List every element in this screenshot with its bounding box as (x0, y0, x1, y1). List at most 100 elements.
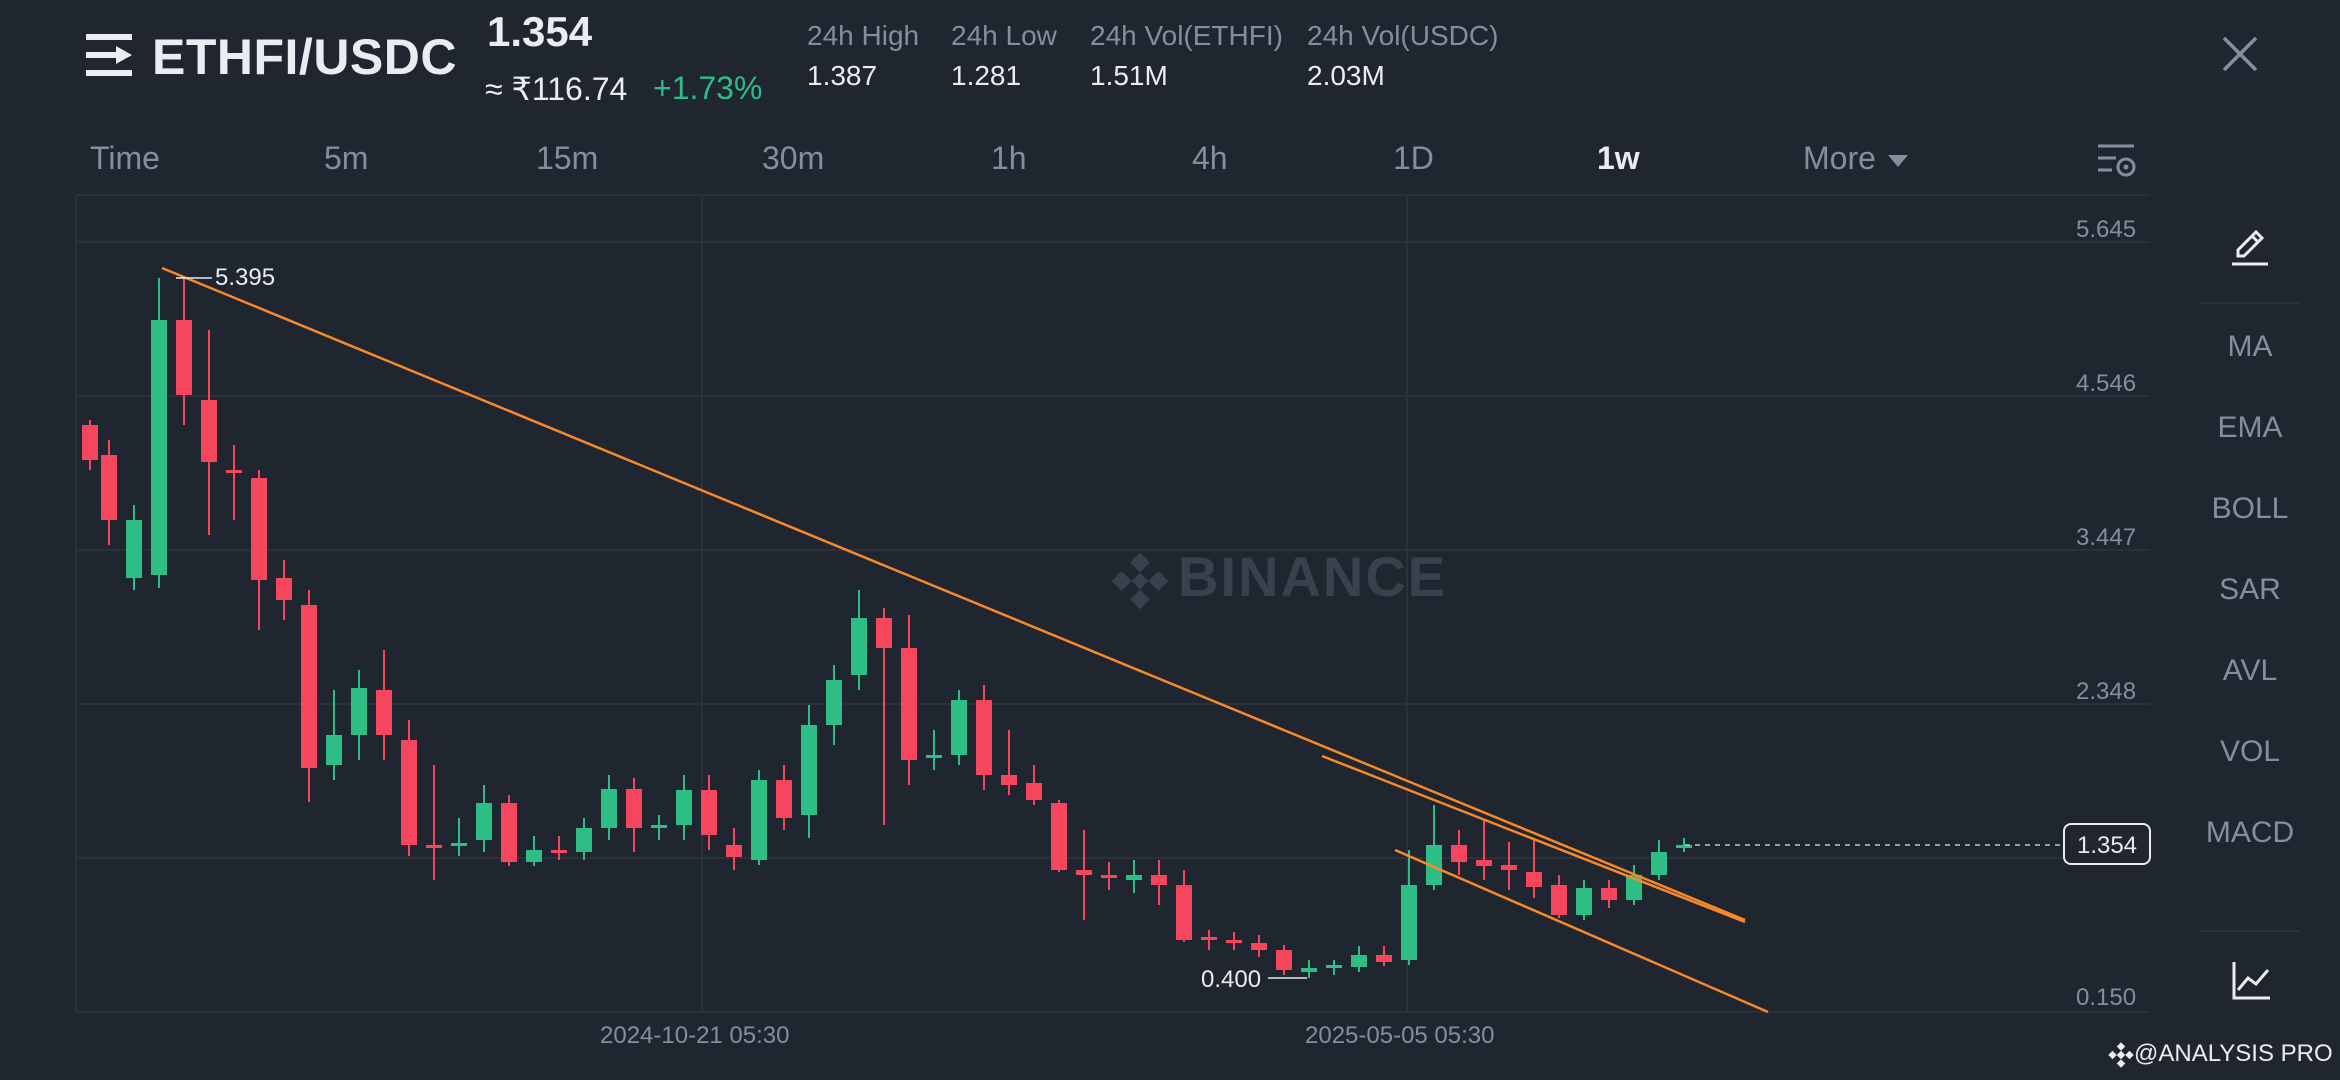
candle-body (776, 780, 792, 818)
y-tick-label: 3.447 (2076, 524, 2137, 551)
x-tick-label: 2024-10-21 05:30 (600, 1022, 790, 1049)
last-price: 1.354 (487, 8, 593, 55)
candle-body (451, 843, 467, 846)
candle-body (1526, 872, 1542, 887)
candle-body (401, 740, 417, 845)
candles (82, 278, 1692, 978)
candle-body (1476, 860, 1492, 866)
stat-label-24h-low: 24h Low (951, 20, 1057, 51)
candle-body (1301, 968, 1317, 972)
trendline-main (161, 266, 1746, 922)
candle-body (176, 320, 192, 395)
candle-body (601, 789, 617, 828)
candle-body (1376, 955, 1392, 962)
y-tick-label: 2.348 (2076, 678, 2137, 705)
credit-text: @ANALYSIS PRO (2134, 1040, 2333, 1067)
candle-body (676, 790, 692, 825)
candle-body (726, 845, 742, 857)
candle-body (1276, 950, 1292, 970)
binance-watermark: BINANCE (1110, 544, 1447, 611)
candle-body (876, 618, 892, 648)
candle-body (201, 400, 217, 462)
candle-body (1676, 845, 1692, 848)
indicator-ma[interactable]: MA (2227, 330, 2273, 363)
candle-body (82, 425, 98, 460)
tab-5m[interactable]: 5m (324, 140, 369, 176)
current-price-tag: 1.354 (2063, 823, 2151, 865)
candle-body (1401, 885, 1417, 960)
close-icon[interactable] (2216, 30, 2264, 78)
low-annotation: 0.400 (1201, 966, 1262, 993)
tab-1w[interactable]: 1w (1597, 140, 1640, 176)
candle-body (1151, 875, 1167, 885)
candle-body (301, 605, 317, 768)
draw-pencil-icon[interactable] (2228, 224, 2272, 268)
y-tick-label: 5.645 (2076, 216, 2137, 243)
candle-body (1226, 940, 1242, 943)
candle-body (1576, 888, 1592, 915)
candle-body (1176, 885, 1192, 940)
tab-1d[interactable]: 1D (1393, 140, 1434, 176)
candle-body (851, 618, 867, 675)
candle-body (126, 520, 142, 578)
indicator-vol[interactable]: VOL (2219, 735, 2281, 768)
candle-body (1026, 783, 1042, 800)
candle-body (226, 470, 242, 473)
high-annotation: 5.395 (215, 264, 276, 291)
candle-body (1326, 965, 1342, 968)
tab-15m[interactable]: 15m (536, 140, 599, 176)
candle-body (476, 803, 492, 840)
chart-line-icon[interactable] (2230, 958, 2274, 1002)
indicator-boll[interactable]: BOLL (2211, 492, 2289, 525)
menu-icon[interactable] (86, 32, 132, 78)
candle-body (1351, 955, 1367, 967)
candle-body (151, 320, 167, 575)
candle-body (1051, 803, 1067, 870)
candle-body (1101, 875, 1117, 878)
binance-logo-icon (2108, 1041, 2134, 1068)
indicator-sar[interactable]: SAR (2219, 573, 2281, 606)
candle-body (551, 850, 567, 853)
y-tick-label: 0.150 (2076, 984, 2137, 1011)
toolbar-divider (2200, 302, 2300, 304)
candle-body (1201, 937, 1217, 940)
candle-body (1651, 852, 1667, 875)
tab-more-label: More (1803, 140, 1876, 176)
pair-title[interactable]: ETHFI/USDC (152, 29, 457, 85)
tab-30m[interactable]: 30m (762, 140, 825, 176)
candle-body (901, 648, 917, 760)
candle-body (1251, 943, 1267, 950)
chart-settings-icon[interactable] (2096, 140, 2136, 180)
candle-body (1601, 888, 1617, 900)
tab-more[interactable]: More (1803, 140, 1908, 177)
tab-4h[interactable]: 4h (1192, 140, 1228, 176)
y-tick-label: 4.546 (2076, 370, 2137, 397)
candle-body (801, 725, 817, 815)
candle-body (526, 850, 542, 862)
candle-body (251, 478, 267, 580)
tab-1h[interactable]: 1h (991, 140, 1027, 176)
candle-body (701, 790, 717, 835)
binance-logo-icon (1111, 552, 1169, 610)
indicator-macd[interactable]: MACD (2205, 816, 2295, 849)
toolbar-divider (2200, 930, 2300, 932)
caret-down-icon (1887, 154, 1908, 167)
candle-body (1426, 845, 1442, 885)
stat-value-24h-low: 1.281 (951, 60, 1022, 91)
candle-body (976, 700, 992, 775)
candle-body (1076, 870, 1092, 875)
candle-body (1001, 775, 1017, 785)
stat-label-24h-vol-usdc: 24h Vol(USDC) (1307, 20, 1499, 51)
indicator-ema[interactable]: EMA (2217, 411, 2283, 444)
candle-body (326, 735, 342, 765)
stat-label-24h-vol-ethfi: 24h Vol(ETHFI) (1090, 20, 1283, 51)
x-tick-label: 2025-05-05 05:30 (1305, 1022, 1495, 1049)
candle-body (1126, 875, 1142, 880)
candle-body (951, 700, 967, 755)
candle-body (276, 578, 292, 600)
watermark-credit: @ANALYSIS PRO (2108, 1040, 2333, 1068)
candle-body (926, 755, 942, 758)
indicator-avl[interactable]: AVL (2222, 654, 2278, 687)
tab-time[interactable]: Time (90, 140, 160, 176)
